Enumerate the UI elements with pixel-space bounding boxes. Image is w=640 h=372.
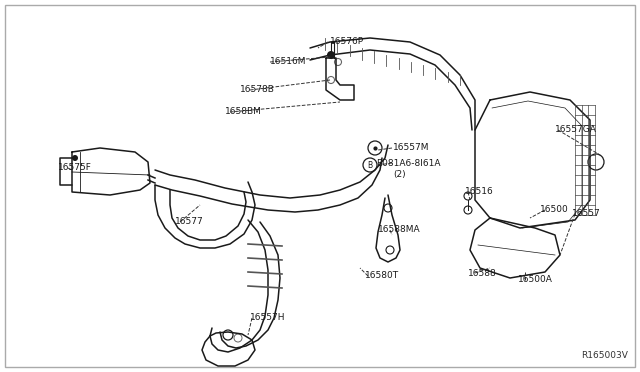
- Text: 16578B: 16578B: [240, 86, 275, 94]
- Text: 16516: 16516: [465, 187, 493, 196]
- Text: 16557M: 16557M: [393, 144, 429, 153]
- Text: 16576P: 16576P: [330, 38, 364, 46]
- Text: 1658BM: 1658BM: [225, 108, 262, 116]
- Text: 16557GA: 16557GA: [555, 125, 597, 135]
- Text: 16500: 16500: [540, 205, 569, 215]
- Text: 16557H: 16557H: [250, 314, 285, 323]
- Text: 16580T: 16580T: [365, 272, 399, 280]
- Text: 16588MA: 16588MA: [378, 225, 420, 234]
- Text: (2): (2): [393, 170, 406, 180]
- Text: 16588: 16588: [468, 269, 497, 278]
- Text: 16500A: 16500A: [518, 276, 553, 285]
- Circle shape: [72, 155, 78, 161]
- Text: B: B: [367, 160, 372, 170]
- Circle shape: [327, 51, 335, 59]
- Text: 16575F: 16575F: [58, 164, 92, 173]
- Text: 16516M: 16516M: [270, 58, 307, 67]
- Text: B081A6-8I61A: B081A6-8I61A: [376, 158, 440, 167]
- Text: R165003V: R165003V: [581, 351, 628, 360]
- Text: 16557: 16557: [572, 209, 601, 218]
- Text: 16577: 16577: [175, 218, 204, 227]
